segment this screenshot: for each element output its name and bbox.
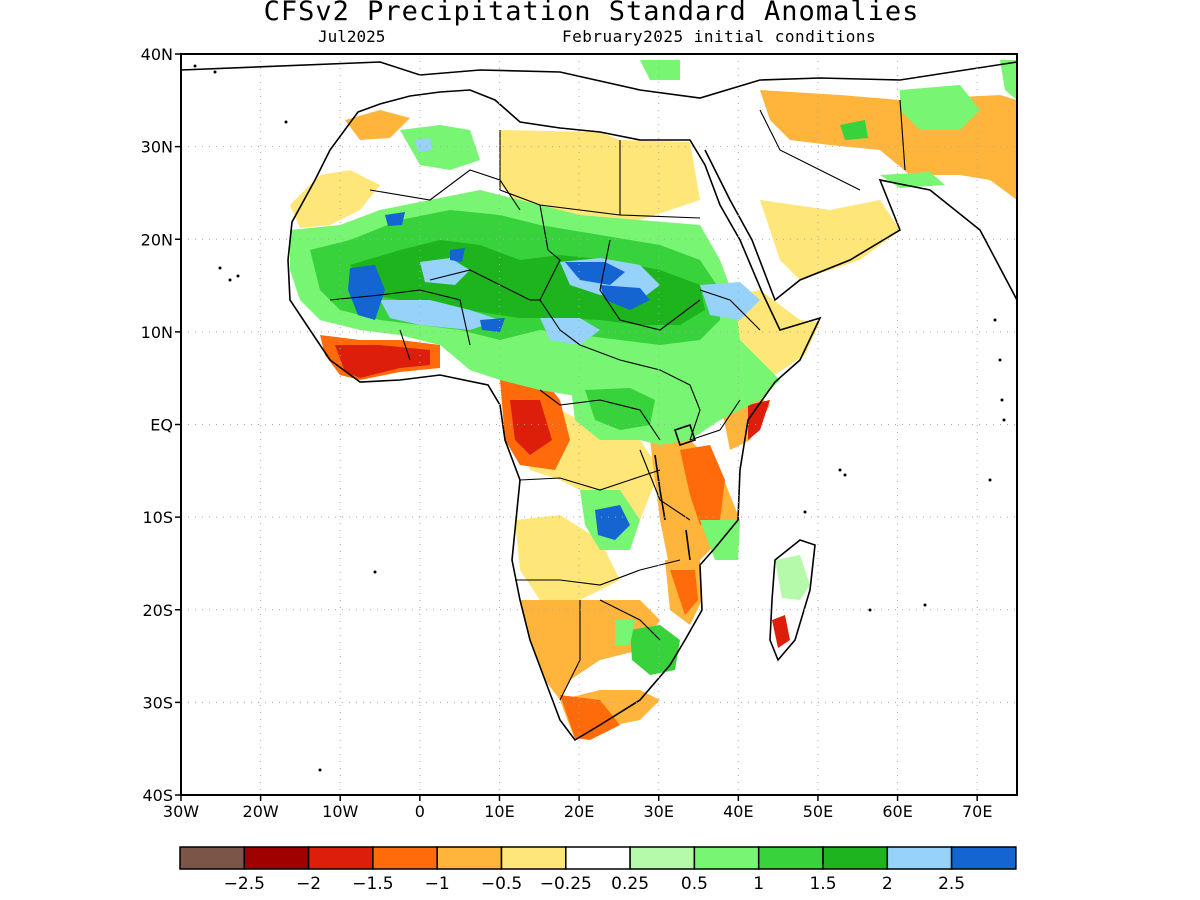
madagascar-red: [772, 615, 790, 648]
lon-tick-label: 0: [415, 802, 425, 821]
lat-tick-label: 20N: [141, 230, 173, 249]
islands: [193, 64, 1006, 772]
colorbar-swatch: [372, 846, 438, 870]
lon-tick-label: 10E: [484, 802, 514, 821]
colorbar-swatch: [307, 846, 374, 870]
colorbar-swatch: [179, 846, 246, 870]
lon-tick-label: 30W: [163, 802, 199, 821]
lat-tick-label: 40S: [142, 786, 173, 805]
lat-tick-label: 10S: [142, 508, 173, 527]
colorbar-swatch: [757, 846, 824, 870]
colorbar-swatch: [243, 846, 310, 870]
lat-tick-label: 40N: [141, 45, 173, 64]
colorbar-label: 2.5: [938, 874, 965, 894]
colorbar-swatch: [886, 846, 953, 870]
lat-tick-label: 20S: [142, 601, 173, 620]
lon-tick-label: 70E: [962, 802, 992, 821]
colorbar-label: −0.5: [481, 874, 522, 894]
lon-tick-label: 40E: [723, 802, 753, 821]
lat-tick-label: 30N: [141, 138, 173, 157]
colorbar-label: −2: [296, 874, 321, 894]
lon-tick-label: 60E: [882, 802, 912, 821]
colorbar-label: −1: [425, 874, 450, 894]
colorbar-swatch: [693, 846, 760, 870]
initial-conditions-label: February2025 initial conditions: [562, 27, 877, 46]
chart-title: CFSv2 Precipitation Standard Anomalies: [263, 0, 920, 27]
colorbar-swatch: [565, 846, 631, 870]
wet-anomaly-areas: [290, 60, 1017, 675]
colorbar-label: −1.5: [352, 874, 393, 894]
target-month-label: Jul2025: [318, 27, 386, 46]
colorbar-label: −0.25: [540, 874, 592, 894]
dry-anomaly-areas: [290, 90, 1017, 740]
colorbar-swatch: [500, 846, 567, 870]
lon-tick-label: 30E: [643, 802, 673, 821]
colorbar: −2.5 −2 −1.5 −1 −0.5 −0.25 0.25 0.5 1 1.5 2 2.5: [179, 846, 1017, 894]
colorbar-label: −2.5: [224, 874, 265, 894]
lat-tick-label: 30S: [142, 693, 173, 712]
guinea-coast-red: [335, 345, 430, 378]
lon-tick-label: 10W: [322, 802, 358, 821]
colorbar-swatch: [950, 846, 1017, 870]
lon-tick-label: 20W: [243, 802, 279, 821]
east-africa-red: [748, 400, 770, 440]
colorbar-label: 1.5: [809, 874, 836, 894]
colorbar-swatch: [436, 846, 503, 870]
colorbar-label: 0.25: [611, 874, 649, 894]
coastlines: [181, 61, 1017, 742]
colorbar-label: 2: [882, 874, 893, 894]
colorbar-swatch: [629, 846, 696, 870]
country-borders: [329, 99, 906, 701]
anomaly-map: [181, 54, 1017, 772]
colorbar-label: 0.5: [681, 874, 708, 894]
lat-tick-label: EQ: [150, 416, 173, 435]
lat-tick-label: 10N: [141, 323, 173, 342]
lakes: [654, 423, 697, 561]
lon-tick-label: 50E: [803, 802, 833, 821]
colorbar-swatch: [822, 846, 889, 870]
lon-tick-label: 20E: [564, 802, 594, 821]
colorbar-label: 1: [753, 874, 764, 894]
